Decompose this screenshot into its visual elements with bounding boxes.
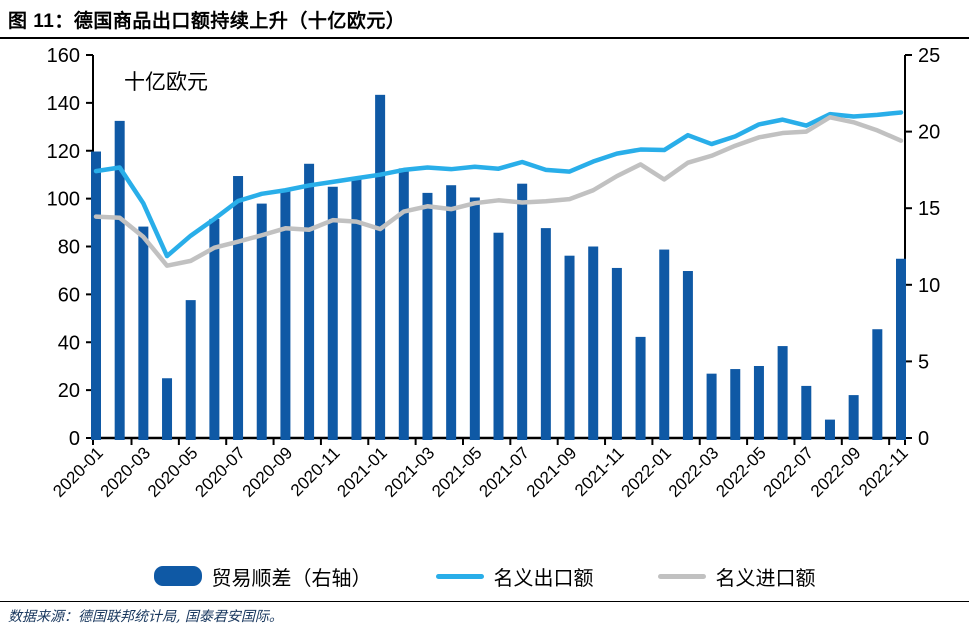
legend-item-trade-surplus: 贸易顺差（右轴）: [153, 562, 372, 591]
left-axis-tick-label: 80: [58, 237, 80, 259]
bar-trade-surplus: [635, 336, 646, 440]
bar-trade-surplus: [896, 258, 906, 440]
x-axis-tick-label: 2021-03: [381, 443, 439, 501]
left-axis-tick-label: 0: [69, 428, 80, 450]
bar-trade-surplus: [422, 192, 433, 440]
bar-trade-surplus: [682, 271, 693, 440]
x-axis-tick-label: 2022-03: [665, 443, 723, 501]
bar-trade-surplus: [540, 228, 551, 440]
left-axis-tick-label: 40: [58, 332, 80, 354]
bar-trade-surplus: [753, 365, 764, 440]
bar-trade-surplus: [801, 385, 812, 440]
bar-trade-surplus: [588, 246, 599, 440]
bar-trade-surplus: [209, 218, 220, 440]
line-exports: [93, 110, 904, 259]
x-axis-tick-label: 2020-07: [191, 443, 249, 501]
x-axis-tick-label: 2020-05: [144, 443, 202, 501]
left-axis-tick-label: 100: [47, 189, 80, 211]
axis-unit-annotation: 十亿欧元: [124, 70, 208, 94]
x-axis-tick-label: 2021-07: [475, 443, 533, 501]
bar-trade-surplus: [517, 183, 528, 441]
x-axis-tick-label: 2021-09: [523, 443, 581, 501]
bar-trade-surplus: [114, 120, 125, 440]
right-axis-tick-label: 10: [918, 275, 940, 297]
bar-trade-surplus: [777, 346, 788, 440]
bar-trade-surplus: [824, 419, 835, 440]
bar-trade-surplus: [233, 176, 244, 440]
legend-label-exports: 名义出口额: [493, 567, 594, 590]
x-axis-tick-label: 2021-11: [571, 443, 628, 500]
left-axis-tick-label: 160: [47, 45, 80, 67]
bar-trade-surplus: [730, 369, 741, 440]
bar-trade-surplus: [91, 151, 101, 441]
bar-trade-surplus: [327, 186, 338, 440]
x-axis-tick-label: 2022-05: [712, 443, 770, 501]
bar-trade-surplus: [162, 378, 173, 440]
source-divider: [0, 601, 969, 602]
legend-label-trade-surplus: 贸易顺差（右轴）: [211, 567, 372, 590]
x-axis-tick-label: 2020-11: [287, 443, 344, 500]
bar-trade-surplus: [256, 203, 267, 440]
bar-trade-surplus: [304, 163, 315, 440]
data-source-note: 数据来源：德国联邦统计局, 国泰君安国际。: [8, 609, 283, 625]
right-axis-tick-label: 5: [918, 351, 929, 373]
x-axis-tick-label: 2022-09: [807, 443, 865, 501]
chart-legend: 贸易顺差（右轴） 名义出口额 名义进口额: [0, 558, 969, 594]
figure-title: 图 11：德国商品出口额持续上升（十亿欧元）: [8, 11, 406, 32]
bar-trade-surplus: [872, 329, 883, 440]
bar-trade-surplus: [706, 373, 717, 440]
left-axis-tick-label: 60: [58, 284, 80, 306]
bar-trade-surplus: [280, 189, 291, 440]
left-axis-tick-label: 120: [47, 141, 80, 163]
x-axis-tick-label: 2022-07: [760, 443, 818, 501]
legend-item-imports: 名义进口额: [657, 562, 816, 591]
bar-trade-surplus: [848, 395, 859, 440]
bar-trade-surplus: [564, 255, 575, 440]
legend-bar-swatch: [153, 566, 202, 586]
legend-exports-line-swatch: [435, 573, 484, 579]
legend-label-imports: 名义进口额: [715, 567, 816, 590]
bar-trade-surplus: [185, 300, 196, 440]
bar-trade-surplus: [611, 267, 622, 440]
bar-trade-surplus: [138, 226, 149, 440]
x-axis-tick-label: 2020-03: [97, 443, 155, 501]
bar-trade-surplus: [375, 94, 386, 440]
x-axis-tick-label: 2022-01: [618, 443, 676, 501]
left-axis-tick-label: 20: [58, 380, 80, 402]
legend-item-exports: 名义出口额: [435, 562, 594, 591]
right-axis-tick-label: 20: [918, 122, 940, 144]
legend-imports-line-swatch: [657, 573, 706, 579]
bar-trade-surplus: [469, 197, 480, 440]
title-underline: [0, 37, 969, 39]
right-axis-tick-label: 25: [918, 45, 940, 67]
x-axis-tick-label: 2021-01: [333, 443, 391, 501]
bar-trade-surplus: [351, 179, 362, 441]
right-axis-tick-label: 0: [918, 428, 929, 450]
x-axis-tick-label: 2020-01: [49, 443, 107, 501]
bar-trade-surplus: [493, 232, 504, 440]
x-axis-tick-label: 2020-09: [239, 443, 297, 501]
right-axis-tick-label: 15: [918, 198, 940, 220]
left-axis-tick-label: 140: [47, 93, 80, 115]
line-imports: [93, 114, 904, 268]
x-axis-tick-label: 2021-05: [428, 443, 486, 501]
bar-trade-surplus: [659, 249, 670, 440]
bar-trade-surplus: [446, 185, 457, 440]
bar-trade-surplus: [398, 168, 409, 441]
x-axis-tick-label: 2022-11: [855, 443, 912, 500]
